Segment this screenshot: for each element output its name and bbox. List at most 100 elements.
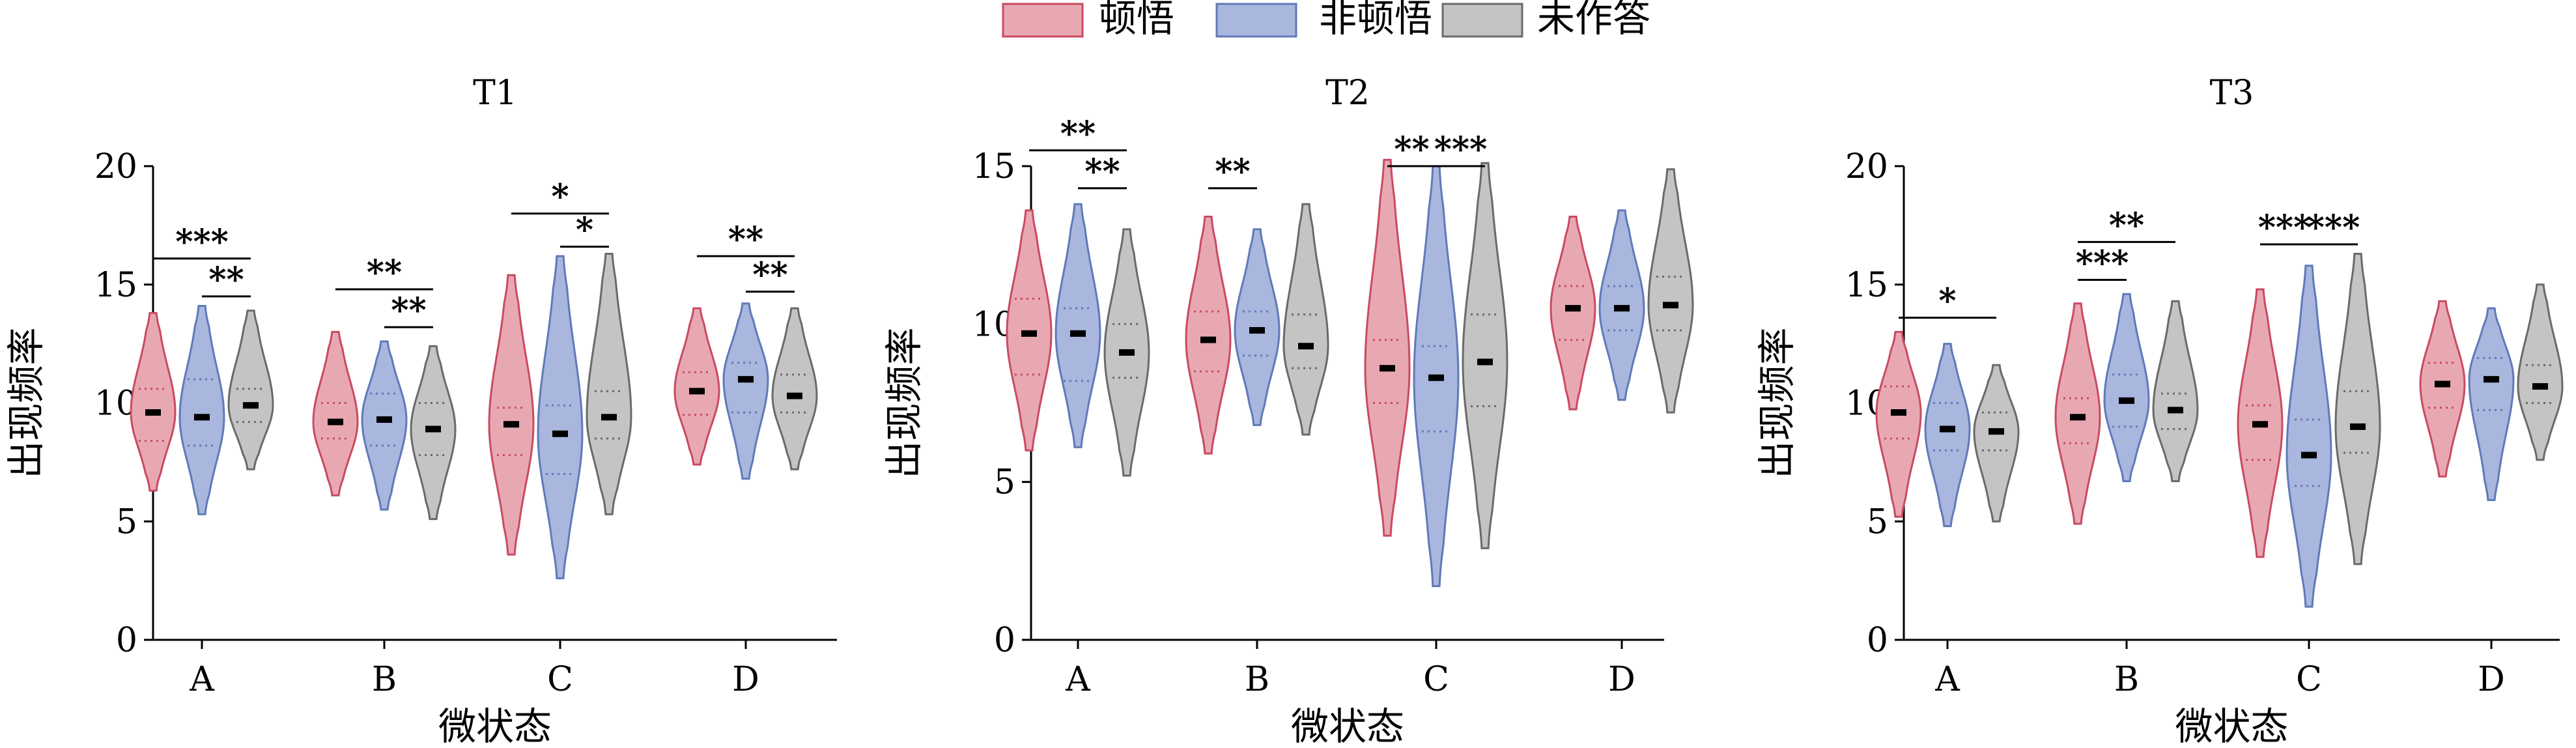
- violin-t1-a-s0: [130, 311, 177, 492]
- y-axis-label: 出现频率: [1755, 327, 1799, 478]
- panel-title: T3: [2210, 74, 2254, 113]
- x-tick-label: C: [2296, 660, 2322, 699]
- legend-swatch-2: [1441, 3, 1523, 38]
- violin-median: [1249, 327, 1265, 334]
- violin-median: [689, 388, 705, 395]
- x-tick-label: B: [372, 660, 397, 699]
- significance-label: **: [1394, 130, 1429, 169]
- x-axis-label: 微状态: [438, 704, 552, 748]
- significance-label: **: [367, 253, 402, 293]
- violin-t2-d-s0: [1550, 216, 1596, 410]
- violin-body: [2286, 265, 2332, 608]
- violin-median: [738, 376, 754, 383]
- legend: 顿悟 非顿悟 未作答: [1002, 0, 1650, 40]
- panel-title: T2: [1325, 74, 1370, 113]
- violin-body: [1973, 364, 2020, 523]
- violin-t2-d-s2: [1647, 168, 1694, 414]
- violin-t3-c-s0: [2237, 288, 2284, 558]
- violin-t3-d-s1: [2468, 307, 2515, 501]
- violin-t1-b-s0: [312, 330, 359, 496]
- violin-body: [2054, 302, 2101, 525]
- violin-t2-b-s0: [1185, 216, 1232, 455]
- y-tick-label: 20: [94, 147, 137, 186]
- violin-median: [2435, 381, 2450, 388]
- legend-label-1: 非顿悟: [1319, 0, 1432, 40]
- y-tick-label: 5: [1867, 502, 1888, 541]
- violin-t1-b-s2: [410, 345, 457, 521]
- violin-median: [1428, 374, 1444, 381]
- violin-median: [1298, 343, 1314, 350]
- x-tick-label: D: [2478, 660, 2505, 699]
- violin-t1-a-s2: [227, 309, 274, 470]
- y-tick-label: 5: [116, 502, 137, 541]
- violin-body: [1875, 330, 1922, 518]
- violin-body: [2419, 300, 2466, 478]
- y-tick-label: 0: [116, 621, 137, 660]
- violin-median: [376, 416, 392, 423]
- x-tick-label: D: [1608, 660, 1635, 699]
- significance-bracket: ***: [2076, 243, 2129, 283]
- significance-label: ***: [2258, 208, 2312, 248]
- violin-median: [243, 402, 259, 409]
- significance-label: *: [1938, 281, 1956, 321]
- significance-bracket: ***: [153, 222, 251, 262]
- x-tick-label: B: [2114, 660, 2139, 699]
- y-tick-label: 15: [972, 147, 1015, 186]
- x-tick-label: A: [189, 660, 215, 699]
- violin-t1-d-s1: [722, 302, 769, 480]
- significance-bracket: **: [335, 253, 433, 293]
- violin-median: [194, 414, 210, 421]
- violin-median: [1565, 305, 1581, 312]
- violin-body: [1282, 203, 1329, 436]
- violin-body: [2468, 307, 2515, 501]
- y-axis-label: 出现频率: [882, 327, 926, 478]
- violin-median: [2070, 414, 2086, 421]
- violin-median: [2301, 452, 2317, 459]
- violin-t3-b-s0: [2054, 302, 2101, 525]
- violin-median: [425, 425, 441, 433]
- x-tick-label: A: [1934, 660, 1960, 699]
- violin-median: [1891, 409, 1906, 416]
- significance-label: *: [576, 210, 593, 250]
- significance-bracket: **: [1387, 130, 1436, 169]
- violin-median: [145, 409, 161, 416]
- violin-body: [673, 307, 720, 466]
- significance-label: **: [752, 255, 787, 295]
- violin-t2-b-s1: [1234, 228, 1281, 426]
- significance-label: **: [391, 291, 426, 330]
- violin-body: [1054, 203, 1101, 448]
- violin-body: [1462, 162, 1508, 549]
- y-tick-label: 15: [94, 266, 137, 305]
- violin-t2-c-s2: [1462, 162, 1508, 549]
- violin-median: [2350, 423, 2366, 430]
- violin-median: [1380, 365, 1395, 372]
- significance-bracket: *: [511, 177, 609, 217]
- violin-body: [2152, 300, 2199, 482]
- significance-bracket: ***: [1434, 130, 1488, 169]
- significance-label: **: [728, 220, 763, 259]
- violin-t3-b-s1: [2103, 293, 2150, 482]
- x-tick-label: D: [732, 660, 759, 699]
- violin-body: [488, 274, 535, 556]
- significance-label: ***: [1434, 130, 1488, 169]
- y-tick-label: 5: [994, 463, 1015, 502]
- violin-t3-c-s2: [2334, 253, 2381, 566]
- violin-t2-b-s2: [1282, 203, 1329, 436]
- violin-t3-d-s2: [2517, 283, 2564, 461]
- violin-t3-a-s2: [1973, 364, 2020, 523]
- violin-median: [787, 392, 802, 399]
- significance-bracket: **: [384, 291, 433, 330]
- violin-t1-b-s1: [361, 340, 408, 511]
- violin-t3-a-s1: [1924, 343, 1971, 527]
- violin-median: [1070, 330, 1086, 337]
- x-tick-label: A: [1065, 660, 1091, 699]
- violin-median: [1477, 358, 1493, 366]
- violin-body: [2103, 293, 2150, 482]
- significance-bracket: **: [697, 220, 795, 259]
- significance-bracket: **: [2078, 205, 2175, 245]
- significance-label: **: [208, 260, 244, 300]
